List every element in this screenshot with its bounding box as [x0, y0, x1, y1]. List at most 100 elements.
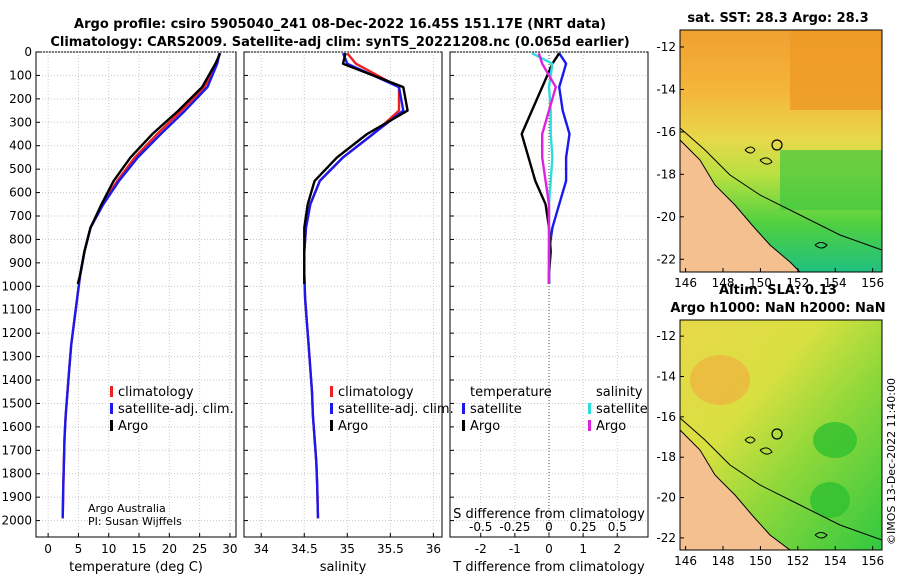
legend-label-satellite: satellite-adj. clim.	[118, 402, 234, 417]
x-tick-label: 34.5	[291, 542, 318, 556]
map-y-tick-label: -22	[656, 531, 676, 545]
x-tick-label: 35	[340, 542, 355, 556]
sst-land-australia	[680, 139, 801, 272]
figure-title-line1: Argo profile: csiro 5905040_241 08-Dec-2…	[74, 17, 606, 32]
series-line-climatology	[61, 52, 221, 519]
legend-label-sal-satellite: satellite	[596, 402, 648, 417]
sla-map-frame	[679, 319, 883, 551]
sst-cool-patch	[780, 150, 882, 210]
legend-label-climatology: climatology	[118, 385, 194, 400]
legend-marker-satellite	[330, 403, 333, 414]
x-tick-label: 10	[101, 542, 116, 556]
difference-xlabel-top: S difference from climatology	[453, 507, 645, 522]
y-tick-label: 500	[9, 162, 32, 176]
map-y-tick-label: -20	[656, 491, 676, 505]
x-tick-label-salinity: -0.25	[499, 520, 530, 534]
series-line-salinity-argo	[537, 52, 557, 284]
legend-marker-climatology	[330, 386, 333, 397]
legend-label-argo: Argo	[118, 419, 148, 434]
x-tick-label-salinity: -0.5	[469, 520, 492, 534]
map-y-tick-label: -16	[656, 410, 676, 424]
legend-marker-argo	[330, 420, 333, 431]
temperature-axes	[35, 51, 237, 538]
map-y-tick-label: -14	[656, 369, 676, 383]
series-line-argo	[76, 52, 222, 285]
map-x-tick-label: 148	[712, 276, 735, 290]
legend-label-sal-argo: Argo	[596, 419, 626, 434]
map-x-tick-label: 146	[674, 276, 697, 290]
difference-xlabel: T difference from climatology	[452, 560, 645, 575]
y-tick-label: 0	[24, 45, 32, 59]
y-tick-label: 1600	[1, 420, 32, 434]
y-tick-label: 1000	[1, 279, 32, 293]
y-tick-label: 1400	[1, 373, 32, 387]
imos-watermark: ©IMOS 13-Dec-2022 11:40:00	[885, 378, 898, 545]
y-tick-label: 800	[9, 232, 32, 246]
y-tick-label: 300	[9, 115, 32, 129]
map-y-tick-label: -16	[656, 125, 676, 139]
map-y-tick-label: -12	[656, 329, 676, 343]
map-x-tick-label: 146	[674, 554, 697, 568]
sla-high-anomaly	[690, 355, 750, 405]
y-tick-label: 1300	[1, 350, 32, 364]
x-tick-label: 0	[545, 542, 553, 556]
sla-low-anomaly	[813, 422, 857, 458]
y-tick-label: 1800	[1, 467, 32, 481]
legend-marker-sal-argo	[588, 420, 591, 431]
y-tick-label: 1100	[1, 303, 32, 317]
map-y-tick-label: -14	[656, 82, 676, 96]
y-tick-label: 1900	[1, 490, 32, 504]
credit-line1: Argo Australia	[88, 502, 166, 515]
difference-legend-salinity: salinity satellite Argo	[588, 385, 648, 434]
sla-reef-contours	[744, 436, 828, 539]
x-tick-label: 5	[75, 542, 83, 556]
argo-float-marker	[771, 139, 783, 151]
legend-label-satellite: satellite-adj. clim.	[338, 402, 454, 417]
argo-float-marker	[771, 428, 783, 440]
salinity-legend: climatology satellite-adj. clim. Argo	[330, 385, 454, 434]
legend-marker-argo	[110, 420, 113, 431]
legend-title-temperature: temperature	[470, 385, 552, 400]
legend-label-temp-argo: Argo	[470, 419, 500, 434]
x-tick-label: 34	[254, 542, 269, 556]
map-x-tick-label: 154	[824, 554, 847, 568]
map-x-tick-label: 154	[824, 276, 847, 290]
map-y-tick-label: -18	[656, 167, 676, 181]
legend-label-argo: Argo	[338, 419, 368, 434]
sla-map-title-line2: Argo h1000: NaN h2000: NaN	[670, 301, 885, 316]
x-tick-label-salinity: 0.25	[570, 520, 597, 534]
y-tick-label: 400	[9, 139, 32, 153]
y-tick-label: 2000	[1, 514, 32, 528]
sst-shelf-contour	[680, 127, 882, 251]
x-tick-label: -2	[475, 542, 487, 556]
y-tick-label: 1500	[1, 396, 32, 410]
y-tick-label: 200	[9, 92, 32, 106]
legend-marker-temp-argo	[462, 420, 465, 431]
x-tick-label: 20	[162, 542, 177, 556]
map-x-tick-label: 152	[786, 276, 809, 290]
temperature-legend: climatology satellite-adj. clim. Argo	[110, 385, 234, 434]
legend-label-climatology: climatology	[338, 385, 414, 400]
sla-map-title-line1: Altim. SLA: 0.13	[719, 283, 837, 298]
x-tick-label: 2	[613, 542, 621, 556]
map-x-tick-label: 156	[861, 276, 884, 290]
series-line-satellite-adj-clim-	[61, 52, 221, 519]
map-y-tick-label: -22	[656, 252, 676, 266]
sst-map-image	[680, 30, 882, 272]
map-y-tick-label: -18	[656, 450, 676, 464]
legend-title-salinity: salinity	[596, 385, 643, 400]
legend-marker-sal-satellite	[588, 403, 591, 414]
y-tick-label: 100	[9, 68, 32, 82]
map-y-tick-label: -20	[656, 210, 676, 224]
map-x-tick-label: 152	[786, 554, 809, 568]
x-tick-label: 1	[579, 542, 587, 556]
salinity-xlabel: salinity	[320, 560, 367, 575]
map-x-tick-label: 150	[749, 554, 772, 568]
legend-marker-temp-satellite	[462, 403, 465, 414]
sla-shelf-contour	[680, 417, 882, 541]
sst-map-title: sat. SST: 28.3 Argo: 28.3	[687, 11, 868, 26]
y-tick-label: 700	[9, 209, 32, 223]
x-tick-label: 30	[222, 542, 237, 556]
legend-marker-climatology	[110, 386, 113, 397]
